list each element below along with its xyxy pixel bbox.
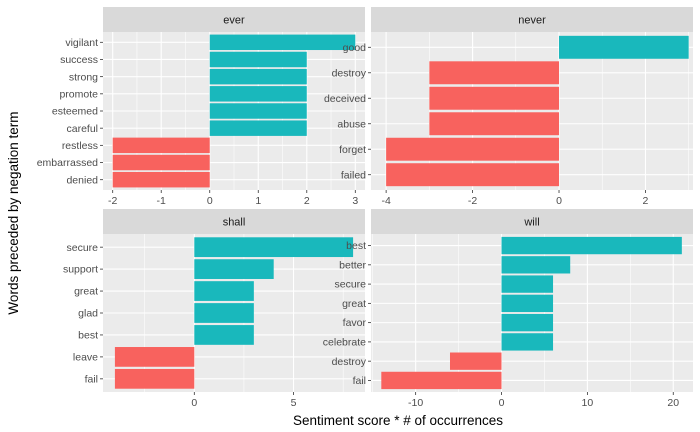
y-tick-label: denied <box>66 174 98 186</box>
y-tick-label: forget <box>339 144 366 156</box>
strip-background <box>371 209 693 234</box>
bar-better <box>501 256 571 274</box>
x-tick-label: -10 <box>408 397 423 409</box>
bar-secure <box>501 275 554 293</box>
bar-support <box>194 259 274 279</box>
y-tick-label: deceived <box>324 93 366 105</box>
bar-deceived <box>429 86 560 110</box>
x-axis-title: Sentiment score * # of occurrences <box>293 413 503 428</box>
bar-good <box>559 35 689 59</box>
bar-best <box>501 236 682 255</box>
x-tick-label: 0 <box>191 397 197 409</box>
strip-background <box>371 7 693 32</box>
strip-label: will <box>523 217 539 229</box>
panel-never: never good destroy deceived abuse forget faile… <box>324 7 693 207</box>
bar-failed <box>386 163 560 187</box>
bar-destroy <box>449 352 502 370</box>
y-tick-label: abuse <box>337 118 366 130</box>
strip-label: shall <box>223 217 246 229</box>
bar-best <box>194 325 254 345</box>
y-tick-label: success <box>60 54 98 66</box>
y-tick-label: failed <box>341 169 366 181</box>
bar-celebrate <box>501 333 554 351</box>
y-tick-label: favor <box>343 317 367 329</box>
y-tick-label: promote <box>59 88 98 100</box>
y-tick-label: restless <box>62 140 98 152</box>
x-tick-label: 1 <box>255 195 261 207</box>
y-tick-label: best <box>78 330 98 342</box>
y-tick-label: great <box>74 286 98 298</box>
x-tick-label: 0 <box>207 195 213 207</box>
x-tick-label: -2 <box>468 195 477 207</box>
bar-abuse <box>429 112 560 136</box>
x-tick-label: 10 <box>582 397 594 409</box>
y-tick-label: glad <box>78 308 98 320</box>
y-tick-label: secure <box>334 279 366 291</box>
bar-restless <box>112 137 210 154</box>
bar-great <box>501 294 554 313</box>
bar-embarrassed <box>112 154 210 171</box>
y-axis-title: Words preceded by negation term <box>6 111 21 314</box>
bar-fail <box>114 368 195 389</box>
y-tick-label: esteemed <box>52 106 98 118</box>
y-tick-label: good <box>343 42 367 54</box>
bar-forget <box>386 137 560 161</box>
y-tick-label: leave <box>73 351 98 363</box>
bar-favor <box>501 313 554 332</box>
panel-will: will best better secure great favor celebrate d… <box>323 209 693 409</box>
x-tick-label: 0 <box>499 397 505 409</box>
x-tick-label: 20 <box>667 397 679 409</box>
x-tick-label: -4 <box>381 195 390 207</box>
y-tick-label: support <box>63 264 98 276</box>
bar-secure <box>194 237 354 258</box>
bar-glad <box>194 303 254 323</box>
y-tick-label: destroy <box>332 356 367 368</box>
bar-promote <box>209 86 307 102</box>
y-tick-label: great <box>342 298 366 310</box>
x-tick-label: 0 <box>556 195 562 207</box>
y-tick-label: embarrassed <box>37 157 98 169</box>
bar-great <box>194 281 254 301</box>
panel-shall: shall secure support great glad best leave fail… <box>63 209 365 409</box>
panel-ever: ever vigilant success strong promote esteemed… <box>37 7 365 207</box>
y-tick-label: strong <box>69 71 98 83</box>
strip-label: never <box>518 15 546 27</box>
x-tick-label: -1 <box>157 195 166 207</box>
x-tick-label: -2 <box>108 195 117 207</box>
bar-strong <box>209 68 307 85</box>
y-tick-label: fail <box>353 375 366 387</box>
bar-leave <box>114 347 195 367</box>
y-tick-label: destroy <box>332 67 367 79</box>
y-tick-label: fail <box>85 373 98 385</box>
bar-fail <box>381 371 502 390</box>
x-tick-label: 2 <box>304 195 310 207</box>
y-tick-label: best <box>346 240 366 252</box>
bar-careful <box>209 120 307 136</box>
bar-denied <box>112 171 210 188</box>
x-tick-label: 3 <box>352 195 358 207</box>
bar-vigilant <box>209 34 356 51</box>
x-tick-label: 5 <box>291 397 297 409</box>
y-tick-label: better <box>339 259 366 271</box>
strip-background <box>103 209 365 234</box>
y-tick-label: vigilant <box>65 37 98 49</box>
y-tick-label: celebrate <box>323 337 366 349</box>
bar-success <box>209 51 307 68</box>
x-tick-label: 2 <box>643 195 649 207</box>
y-tick-label: secure <box>66 242 98 254</box>
y-tick-label: careful <box>66 123 98 135</box>
bar-esteemed <box>209 103 307 119</box>
bar-destroy <box>429 61 560 85</box>
strip-background <box>103 7 365 32</box>
strip-label: ever <box>223 15 245 27</box>
